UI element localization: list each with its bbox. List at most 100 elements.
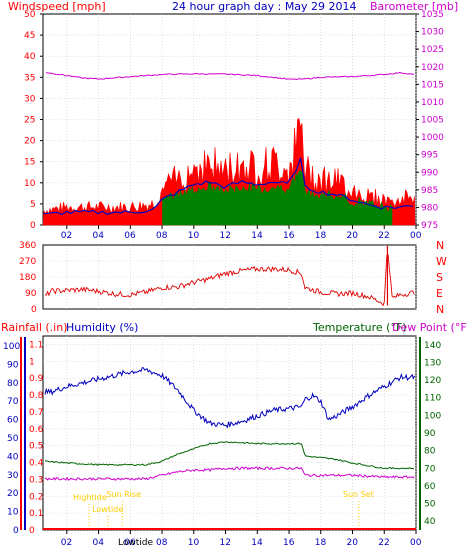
bot-xtick-label-6: 14	[251, 538, 263, 548]
graph-title: 24 hour graph day : May 29 2014	[172, 0, 357, 13]
top-xtick-label-9: 20	[347, 231, 359, 241]
bottom-plot: 0 0.1 0.2 0.3 0.4 0.5 0.6 0.7 0.8 0.9 1 1.1 0 10 20 30 4…	[3, 336, 441, 548]
rain-ytick-label-11: 1.1	[29, 340, 43, 350]
wind-ytick-label-7: 35	[24, 73, 35, 83]
compass-labels: N W S E N	[436, 239, 447, 316]
bottom-lowtide-label: Lowtide	[118, 538, 153, 548]
rain-axis-label: Rainfall (.in)	[1, 321, 68, 334]
wind-ytick-label-10: 50	[24, 10, 36, 20]
wind-axis-label: Windspeed [mph]	[8, 0, 106, 13]
temperature-line	[44, 441, 415, 470]
hum-ytick-label-1: 10	[7, 508, 19, 518]
temp-axis-label: Temperature (°F)	[312, 321, 407, 334]
bot-xtick-label-2: 06	[124, 538, 136, 548]
top-xtick-label-1: 04	[93, 231, 105, 241]
hum-ytick-label-8: 80	[7, 379, 19, 389]
bot-xtick-label-10: 22	[378, 538, 389, 548]
humidity-line	[44, 367, 416, 429]
hum-ytick-label-4: 40	[7, 452, 19, 462]
wind-ytick-label-8: 40	[24, 52, 36, 62]
baro-ytick-label-2: 985	[421, 186, 438, 196]
top-xtick-label-7: 16	[283, 231, 295, 241]
baro-ytick-label-1: 980	[421, 203, 438, 213]
dir-ytick-label-3: 270	[19, 257, 36, 267]
dir-ytick-label-4: 360	[19, 241, 36, 251]
baro-ytick-label-9: 1020	[421, 63, 444, 73]
rain-ytick-label-9: 0.9	[29, 374, 44, 384]
rain-ytick-label-7: 0.7	[29, 408, 43, 418]
temp-axis-bar	[419, 337, 421, 530]
temp-ytick-label-1: 50	[424, 500, 436, 510]
wind-ytick-label-1: 5	[30, 200, 36, 210]
temp-ytick-label-0: 40	[424, 517, 436, 527]
event-label-0: Hightide	[73, 493, 107, 502]
hum-ytick-label-6: 60	[7, 416, 19, 426]
dew-axis-label: Dew Point (°F)	[392, 321, 466, 334]
top-xtick-label-11: 00	[410, 231, 422, 241]
rain-axis-bar	[20, 337, 22, 530]
hum-ytick-label-5: 50	[7, 434, 19, 444]
baro-ytick-label-6: 1005	[421, 116, 444, 126]
baro-ytick-label-3: 990	[421, 168, 438, 178]
wind-ytick-label-2: 10	[24, 179, 36, 189]
top-xtick-label-0: 02	[61, 231, 72, 241]
wind-direction-line	[44, 254, 415, 307]
top-xtick-label-3: 08	[156, 231, 168, 241]
hum-ytick-label-3: 30	[7, 471, 19, 481]
compass-n-top: N	[436, 239, 444, 252]
top-xtick-label-6: 14	[251, 231, 263, 241]
wind-avg-line	[43, 157, 414, 216]
baro-ytick-label-4: 995	[421, 151, 438, 161]
baro-ytick-label-12: 1035	[421, 10, 444, 20]
mid-plot: 0 90 180 270 360	[19, 241, 417, 315]
bot-xtick-label-1: 04	[93, 538, 105, 548]
compass-s: S	[436, 271, 443, 284]
bot-xtick-label-7: 16	[283, 538, 295, 548]
baro-ytick-label-8: 1015	[421, 80, 444, 90]
dir-ytick-label-0: 0	[31, 305, 37, 315]
bot-xtick-label-3: 08	[156, 538, 168, 548]
event-label-3: Sun Set	[343, 490, 374, 499]
hum-ytick-label-7: 70	[7, 397, 19, 407]
dewpoint-line	[44, 466, 415, 481]
baro-ytick-label-0: 975	[421, 221, 438, 231]
temp-ytick-label-8: 120	[424, 376, 441, 386]
temp-ytick-label-4: 80	[424, 447, 436, 457]
bot-xtick-label-8: 18	[315, 538, 327, 548]
temp-ytick-label-3: 70	[424, 464, 436, 474]
top-xtick-label-5: 12	[220, 231, 231, 241]
temp-ytick-label-7: 110	[424, 394, 441, 404]
baro-ytick-label-11: 1030	[421, 28, 444, 38]
rain-ytick-label-0: 0	[29, 526, 35, 536]
hum-ytick-label-10: 100	[3, 342, 20, 352]
rain-ytick-label-8: 0.8	[29, 391, 44, 401]
rain-ytick-label-3: 0.3	[29, 475, 43, 485]
rain-ytick-label-6: 0.6	[29, 425, 44, 435]
bot-xtick-label-0: 02	[61, 538, 72, 548]
top-plot: 02 04 06 08 10 12 14 16 18 20 22 000510152025303540…	[24, 10, 444, 241]
rain-ytick-label-2: 0.2	[29, 492, 43, 502]
wind-ytick-label-0: 0	[30, 221, 36, 231]
rain-ytick-label-1: 0.1	[29, 509, 43, 519]
rain-ytick-label-10: 1	[29, 357, 35, 367]
temp-ytick-label-2: 60	[424, 482, 436, 492]
compass-w: W	[436, 255, 447, 268]
temp-ytick-label-9: 130	[424, 358, 441, 368]
bot-xtick-label-11: 00	[410, 538, 422, 548]
wind-ytick-label-4: 20	[24, 137, 36, 147]
baro-ytick-label-5: 1000	[421, 133, 444, 143]
hum-ytick-label-9: 90	[7, 360, 19, 370]
top-xtick-label-8: 18	[315, 231, 327, 241]
top-xtick-label-4: 10	[188, 231, 200, 241]
dir-ytick-label-2: 180	[19, 273, 36, 283]
bot-xtick-label-5: 12	[220, 538, 231, 548]
humidity-axis-bar	[24, 337, 26, 530]
hum-ytick-label-0: 0	[13, 526, 19, 536]
rain-ytick-label-4: 0.4	[29, 459, 44, 469]
wind-avg-area	[162, 170, 393, 226]
temp-ytick-label-5: 90	[424, 429, 436, 439]
temp-ytick-label-10: 140	[424, 341, 441, 351]
top-xtick-label-10: 22	[378, 231, 389, 241]
dir-ytick-label-1: 90	[25, 289, 37, 299]
